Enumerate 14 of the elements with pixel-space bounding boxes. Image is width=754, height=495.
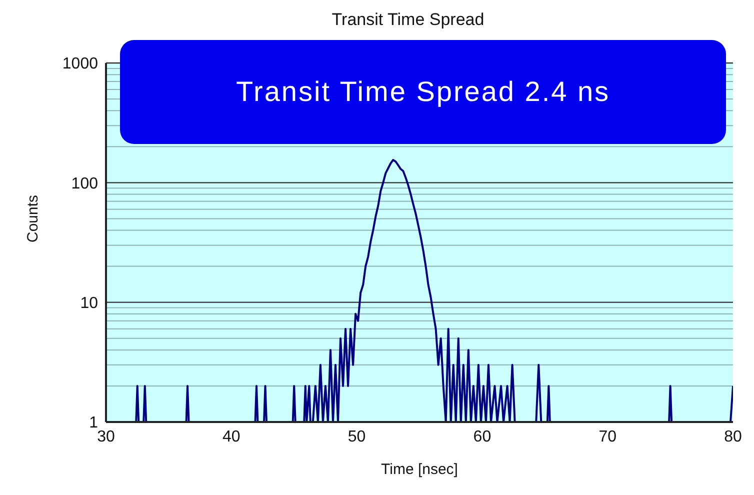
- x-tick-label: 60: [473, 428, 492, 446]
- x-tick-label: 30: [97, 428, 115, 446]
- x-tick-label: 70: [598, 428, 617, 446]
- y-tick-label: 10: [80, 295, 98, 312]
- y-axis-title: Counts: [24, 194, 42, 242]
- callout-box: Transit Time Spread 2.4 ns: [120, 40, 726, 144]
- x-tick-label: 40: [222, 428, 240, 446]
- x-axis-title: Time [nsec]: [381, 461, 458, 478]
- x-tick-label: 80: [724, 428, 742, 446]
- y-tick-label: 1000: [62, 56, 98, 73]
- y-tick-label: 1: [89, 414, 98, 432]
- chart-title: Transit Time Spread: [330, 10, 486, 30]
- y-tick-label: 100: [71, 175, 98, 192]
- x-tick-label: 50: [348, 428, 366, 446]
